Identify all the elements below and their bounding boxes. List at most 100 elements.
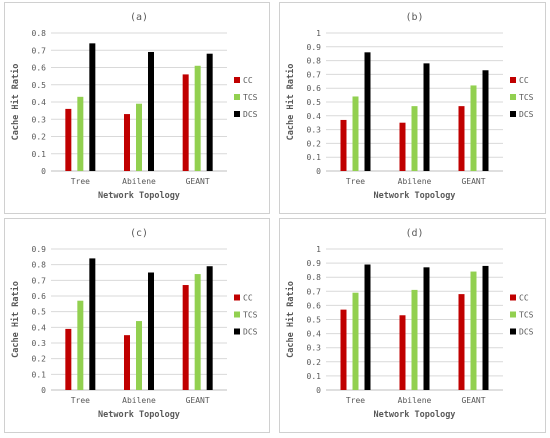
- y-tick-label: 0.7: [307, 287, 322, 296]
- y-tick-label: 0.7: [307, 70, 322, 79]
- bar-dcs-abilene: [423, 267, 430, 390]
- legend-swatch-dcs: [234, 111, 240, 117]
- y-axis-label: Cache Hit Ratio: [10, 281, 21, 358]
- bar-dcs-tree: [364, 52, 371, 171]
- y-tick-label: 0.8: [32, 261, 47, 270]
- bar-dcs-abilene: [148, 272, 154, 390]
- legend-label-cc: CC: [519, 294, 529, 303]
- y-tick-label: 0.2: [32, 133, 47, 142]
- legend-label-dcs: DCS: [243, 328, 258, 337]
- x-tick-label: Tree: [71, 177, 90, 186]
- chart-title-c: (c): [130, 228, 148, 239]
- bar-tcs-tree: [352, 292, 359, 390]
- bar-cc-geant: [458, 294, 465, 390]
- y-tick-label: 0.9: [307, 259, 322, 268]
- bar-dcs-geant: [206, 266, 213, 390]
- y-tick-label: 0.3: [307, 126, 322, 135]
- bar-tcs-tree: [77, 96, 84, 171]
- legend-swatch-dcs: [510, 111, 516, 117]
- bar-cc-tree: [65, 328, 72, 390]
- legend-label-tcs: TCS: [519, 93, 534, 102]
- chart-svg-d: (d) 0 0.1 0.2 0.3 0.4 0.5 0.6 0.7 0.8 0.9 1 Tree Abil…: [285, 228, 534, 420]
- y-tick-label: 0.4: [32, 323, 47, 332]
- legend-swatch-tcs: [234, 311, 240, 318]
- bar-tcs-tree: [77, 300, 84, 390]
- legend-swatch-tcs: [234, 94, 240, 100]
- bar-cc-abilene: [124, 335, 130, 390]
- y-tick-label: 0.6: [32, 292, 47, 301]
- y-tick-label: 0.1: [307, 372, 322, 381]
- bar-dcs-abilene: [423, 63, 430, 171]
- bar-dcs-geant: [482, 265, 489, 390]
- y-tick-label: 0.1: [32, 150, 47, 159]
- x-axis-label: Network Topology: [374, 191, 456, 201]
- bar-cc-abilene: [399, 122, 406, 171]
- legend-label-cc: CC: [243, 76, 253, 85]
- bar-cc-tree: [65, 108, 72, 171]
- x-tick-label: GEANT: [186, 396, 210, 405]
- y-tick-label: 0.4: [307, 112, 322, 121]
- chart-title-b: (b): [405, 12, 423, 23]
- x-tick-label: Tree: [71, 396, 90, 405]
- chart-title-d: (d): [405, 228, 423, 239]
- x-tick-label: Abilene: [122, 177, 156, 186]
- chart-panel-a: (a) 0 0.1 0.2 0.3 0.4 0.5 0.6 0.7 0.8 Tree Abilene G…: [4, 2, 270, 214]
- y-tick-label: 0.6: [307, 84, 322, 93]
- bar-tcs-geant: [194, 274, 201, 390]
- y-tick-label: 0.8: [307, 273, 322, 282]
- bar-tcs-geant: [194, 65, 201, 171]
- y-tick-label: 0.5: [307, 98, 322, 107]
- bar-cc-geant: [182, 74, 189, 171]
- y-tick-label: 0.7: [32, 276, 47, 285]
- x-axis-label: Network Topology: [374, 410, 456, 420]
- x-tick-label: Abilene: [122, 396, 156, 405]
- bar-tcs-tree: [352, 96, 359, 171]
- bar-dcs-geant: [482, 70, 489, 171]
- bar-dcs-tree: [89, 258, 96, 390]
- legend-swatch-cc: [510, 294, 516, 301]
- y-tick-label: 0.3: [32, 115, 47, 124]
- y-tick-label: 0.8: [307, 57, 322, 66]
- x-tick-label: Tree: [346, 177, 365, 186]
- y-tick-label: 0.2: [32, 355, 47, 364]
- y-tick-label: 0.2: [307, 139, 322, 148]
- bar-tcs-abilene: [136, 321, 142, 390]
- legend-swatch-dcs: [510, 328, 516, 335]
- bar-tcs-geant: [470, 271, 477, 390]
- bar-dcs-abilene: [148, 51, 154, 171]
- bar-cc-abilene: [124, 114, 130, 171]
- legend-swatch-dcs: [234, 328, 240, 335]
- legend-label-tcs: TCS: [519, 311, 534, 320]
- legend-swatch-cc: [510, 77, 516, 83]
- chart-svg-a: (a) 0 0.1 0.2 0.3 0.4 0.5 0.6 0.7 0.8 Tree Abilene G…: [10, 12, 258, 201]
- chart-panel-c: (c) 0 0.1 0.2 0.3 0.4 0.5 0.6 0.7 0.8 0.9 Tree Abile…: [4, 218, 270, 433]
- x-axis-label: Network Topology: [98, 191, 180, 201]
- y-tick-label: 0.1: [307, 153, 322, 162]
- bar-tcs-abilene: [411, 106, 418, 171]
- legend-swatch-cc: [234, 77, 240, 83]
- y-tick-label: 0.8: [32, 29, 47, 38]
- chart-svg-c: (c) 0 0.1 0.2 0.3 0.4 0.5 0.6 0.7 0.8 0.9 Tree Abile…: [10, 228, 258, 420]
- x-tick-label: Abilene: [398, 177, 432, 186]
- x-tick-label: GEANT: [186, 177, 210, 186]
- legend-label-cc: CC: [519, 76, 529, 85]
- legend-label-dcs: DCS: [519, 110, 534, 119]
- y-tick-label: 0: [316, 386, 321, 395]
- legend-swatch-cc: [234, 294, 240, 301]
- y-tick-label: 0.1: [32, 370, 47, 379]
- y-axis-label: Cache Hit Ratio: [10, 64, 21, 141]
- legend-label-cc: CC: [243, 294, 253, 303]
- y-tick-label: 0: [41, 386, 46, 395]
- y-tick-label: 1: [316, 29, 321, 38]
- y-tick-label: 0: [41, 167, 46, 176]
- x-tick-label: Abilene: [398, 396, 432, 405]
- y-tick-label: 0.6: [32, 64, 47, 73]
- bar-cc-tree: [340, 119, 347, 171]
- y-tick-label: 0: [316, 167, 321, 176]
- y-tick-label: 0.2: [307, 358, 322, 367]
- y-tick-label: 0.9: [307, 43, 322, 52]
- legend-swatch-tcs: [510, 94, 516, 100]
- legend-swatch-tcs: [510, 311, 516, 318]
- chart-title-a: (a): [130, 12, 148, 23]
- y-axis-label: Cache Hit Ratio: [285, 281, 296, 358]
